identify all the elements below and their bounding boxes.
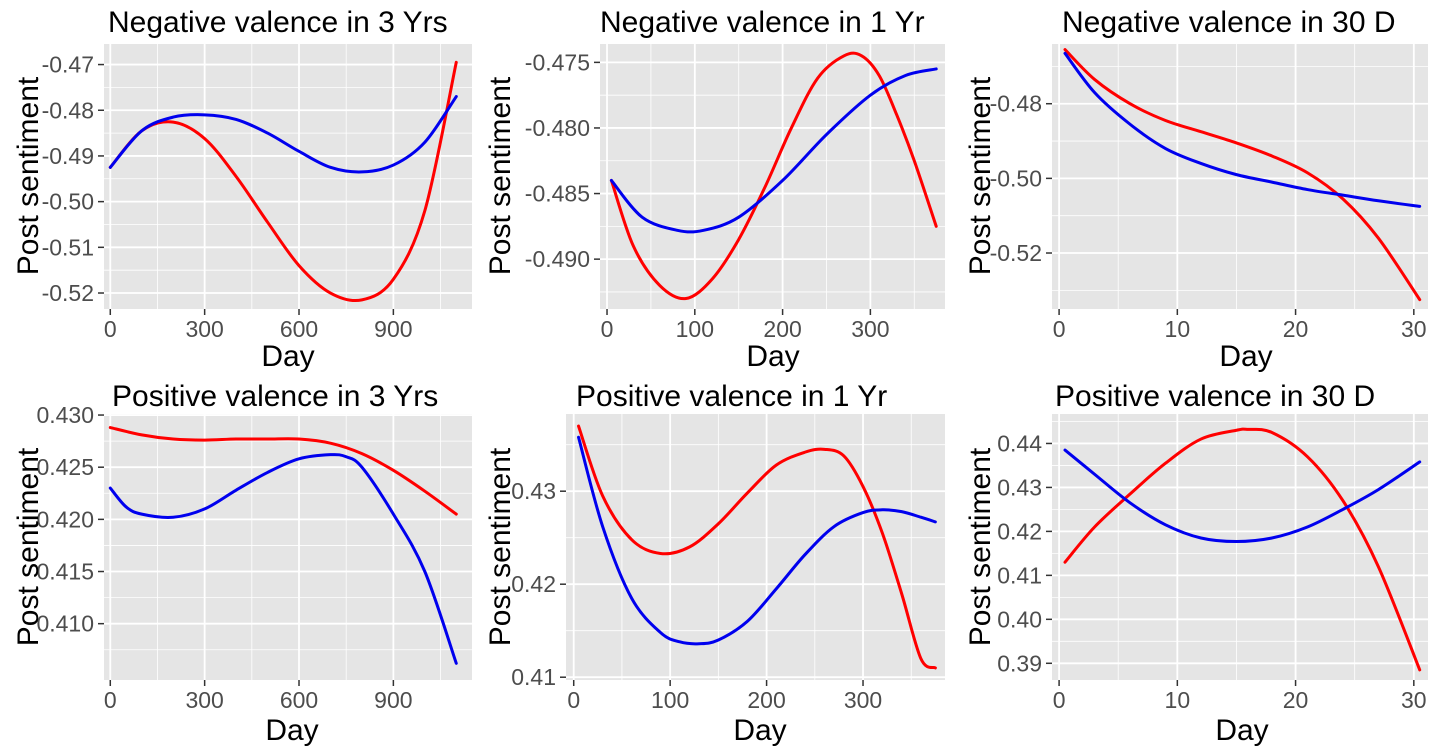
y-tick-label: 0.420 [36,506,94,532]
y-axis-label: Post sentiment [12,76,45,275]
series-line-red [1063,48,1422,302]
y-tick-label: -0.50 [42,189,94,215]
chart-panel-3: 0 10 20 30 -0.52 -0.50 -0.48 Negative valence i… [964,6,1428,373]
y-tick-label: -0.475 [525,49,590,75]
y-tick-label: 0.410 [36,611,94,637]
y-tick-label: -0.485 [525,181,590,207]
x-tick-label: 0 [104,687,117,713]
y-tick-label: -0.480 [525,115,590,141]
x-axis-label: Day [261,340,314,373]
x-tick-label: 0 [1053,687,1066,713]
y-tick-label: 0.425 [36,454,94,480]
series-line-blue [108,453,458,665]
x-tick-label: 20 [1283,316,1309,342]
chart-title: Negative valence in 3 Yrs [108,6,448,39]
y-tick-label: 0.40 [997,606,1042,632]
y-tick-label: -0.47 [42,52,94,78]
y-tick-label: -0.48 [42,97,94,123]
series-line-red [577,424,937,670]
series-line-red [108,426,458,516]
x-tick-label: 0 [567,687,580,713]
chart-title: Positive valence in 3 Yrs [112,380,438,413]
x-tick-label: 300 [185,687,223,713]
chart-title: Negative valence in 1 Yr [600,6,925,39]
y-tick-label: 0.42 [997,518,1042,544]
y-axis-label: Post sentiment [12,447,45,646]
series-line-blue [1063,51,1422,208]
plot-background [1052,414,1428,680]
y-tick-label: 0.43 [511,478,556,504]
y-tick-label: 0.430 [36,402,94,428]
chart-title: Positive valence in 1 Yr [576,380,887,413]
chart-panel-4: 0 300 600 900 0.410 0.415 0.420 0.425 0.430 Posit… [12,380,472,747]
x-tick-label: 0 [1053,316,1066,342]
chart-panel-2: 0 100 200 300 -0.490 -0.485 -0.480 -0.475 Negati… [484,6,945,373]
y-tick-label: -0.50 [990,165,1042,191]
y-tick-label: -0.52 [42,280,94,306]
x-axis-label: Day [265,714,318,747]
series-line-blue [1063,448,1422,543]
x-tick-label: 0 [601,316,614,342]
y-tick-label: 0.42 [511,571,556,597]
x-tick-label: 100 [651,687,689,713]
x-axis-label: Day [1219,340,1272,373]
y-tick-label: 0.41 [511,664,556,690]
y-axis-label: Post sentiment [964,76,997,275]
y-tick-label: 0.44 [997,430,1042,456]
x-tick-label: 600 [280,316,318,342]
y-tick-label: 0.415 [36,559,94,585]
series-line-red [609,51,938,301]
plot-background [104,414,472,680]
chart-title: Positive valence in 30 D [1055,380,1375,413]
plot-background [566,414,945,680]
x-tick-label: 10 [1165,316,1191,342]
x-tick-label: 300 [844,687,882,713]
plot-background [600,44,945,309]
y-axis-label: Post sentiment [964,447,997,646]
x-tick-label: 20 [1283,687,1309,713]
x-axis-label: Day [746,340,799,373]
x-tick-label: 600 [280,687,318,713]
x-tick-label: 30 [1401,687,1427,713]
y-tick-label: 0.43 [997,474,1042,500]
chart-panel-6: 0 10 20 30 0.39 0.40 0.41 0.42 0.43 0.44 Positive … [964,380,1428,747]
x-tick-label: 30 [1401,316,1427,342]
y-tick-label: -0.490 [525,246,590,272]
x-axis-label: Day [1215,714,1268,747]
x-tick-label: 300 [185,316,223,342]
y-tick-label: 0.41 [997,562,1042,588]
x-tick-label: 900 [374,316,412,342]
y-tick-label: -0.49 [42,143,94,169]
x-tick-label: 0 [104,316,117,342]
series-line-blue [609,67,938,234]
x-tick-label: 10 [1165,687,1191,713]
y-tick-label: -0.48 [990,91,1042,117]
y-tick-label: 0.39 [997,650,1042,676]
x-tick-label: 200 [763,316,801,342]
x-tick-label: 100 [676,316,714,342]
y-axis-label: Post sentiment [484,76,517,275]
x-axis-label: Day [733,714,786,747]
chart-title: Negative valence in 30 D [1062,6,1396,39]
y-axis-label: Post sentiment [484,447,517,646]
series-line-blue [577,435,937,646]
series-line-blue [108,95,458,174]
series-line-red [1063,427,1422,672]
y-tick-label: -0.51 [42,234,94,260]
chart-panel-1: 0 300 600 900 -0.52 -0.51 -0.50 -0.49 -0.48 -0.47… [12,6,472,373]
plot-background [104,44,472,309]
y-tick-label: -0.52 [990,240,1042,266]
chart-panel-5: 0 100 200 300 0.41 0.42 0.43 Positive valence i… [484,380,945,747]
x-tick-label: 900 [374,687,412,713]
series-line-red [108,60,458,303]
x-tick-label: 300 [851,316,889,342]
x-tick-label: 200 [747,687,785,713]
